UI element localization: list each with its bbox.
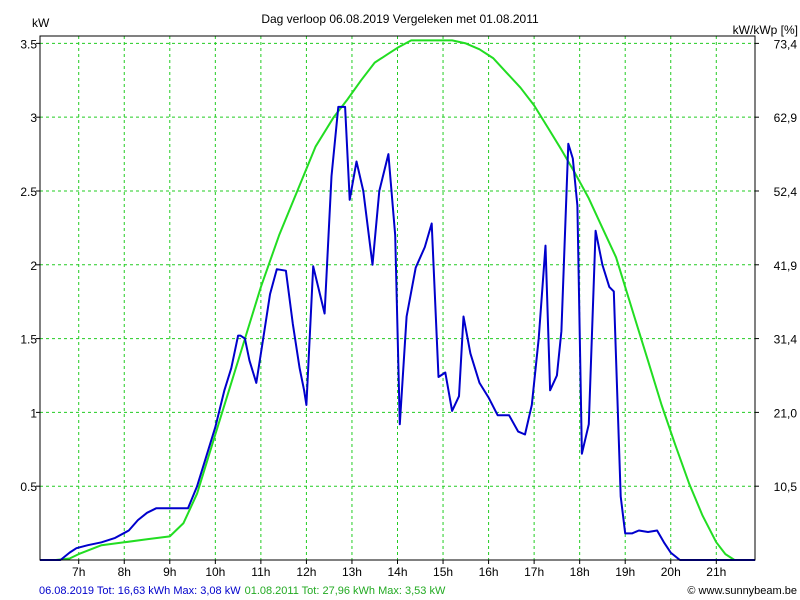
grid — [40, 36, 755, 560]
y-right-tick-label: 73,4 — [774, 37, 798, 51]
y-right-tick-label: 52,4 — [774, 185, 798, 199]
y-right-tick-label: 10,5 — [774, 480, 798, 494]
x-tick-label: 18h — [570, 565, 590, 579]
y-axis-left-label: kW — [32, 16, 50, 30]
y-right-tick-label: 21,0 — [774, 406, 798, 420]
footer-legend: 06.08.2019 Tot: 16,63 kWh Max: 3,08 kW 01… — [39, 585, 446, 597]
y-left-tick-label: 2 — [30, 259, 37, 273]
y-left-tick-label: 1.5 — [20, 333, 37, 347]
x-tick-label: 16h — [479, 565, 499, 579]
x-tick-label: 8h — [118, 565, 131, 579]
y-axis-left-ticks: 0.5 1 1.5 2 2.5 3 3.5 — [20, 37, 40, 494]
chart-title: Dag verloop 06.08.2019 Vergeleken met 01… — [261, 12, 539, 26]
x-tick-label: 20h — [661, 565, 681, 579]
y-left-tick-label: 1 — [30, 406, 37, 420]
x-tick-label: 19h — [615, 565, 635, 579]
credit-text: © www.sunnybeam.be — [687, 585, 797, 597]
x-tick-label: 11h — [251, 565, 270, 579]
x-tick-label: 10h — [205, 565, 225, 579]
legend-2019: 06.08.2019 Tot: 16,63 kWh Max: 3,08 kW — [39, 585, 241, 597]
series-line-2019 — [40, 105, 755, 561]
y-right-tick-label: 31,4 — [774, 333, 798, 347]
series-group — [40, 39, 755, 561]
y-left-tick-label: 3 — [30, 111, 37, 125]
x-tick-label: 12h — [296, 565, 316, 579]
y-left-tick-label: 2.5 — [20, 185, 37, 199]
y-right-tick-label: 62,9 — [774, 111, 798, 125]
series-line-2011 — [40, 39, 755, 561]
y-left-tick-label: 0.5 — [20, 480, 37, 494]
x-tick-label: 15h — [433, 565, 453, 579]
x-tick-label: 13h — [342, 565, 362, 579]
y-axis-right-label: kW/kWp [%] — [733, 23, 798, 37]
x-tick-label: 14h — [387, 565, 407, 579]
y-right-tick-label: 41,9 — [774, 259, 798, 273]
legend-2011: 01.08.2011 Tot: 27,96 kWh Max: 3,53 kW — [245, 585, 446, 597]
x-tick-label: 9h — [163, 565, 176, 579]
x-tick-label: 21h — [706, 565, 726, 579]
x-tick-label: 17h — [524, 565, 544, 579]
x-tick-label: 7h — [72, 565, 85, 579]
x-axis-ticks: 7h 8h 9h 10h 11h 12h 13h 14h 15h 16h 17h 18h 19h 20h 2… — [72, 560, 726, 579]
y-axis-right-ticks: 10,5 21,0 31,4 41,9 52,4 62,9 73,4 — [755, 37, 797, 494]
y-left-tick-label: 3.5 — [20, 37, 37, 51]
